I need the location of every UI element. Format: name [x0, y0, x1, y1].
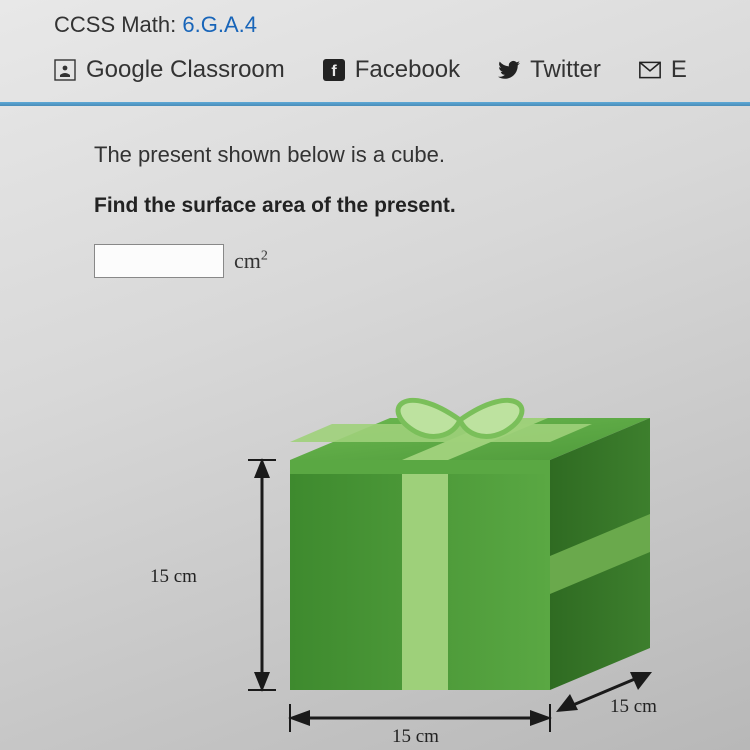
email-label: E: [671, 56, 687, 84]
problem-content: The present shown below is a cube. Find …: [0, 112, 750, 278]
email-icon: [639, 59, 661, 81]
facebook-button[interactable]: f Facebook: [323, 56, 460, 84]
svg-text:f: f: [331, 63, 337, 80]
cube-figure: 15 cm 15 cm 15 cm: [160, 370, 680, 740]
answer-input[interactable]: [94, 244, 224, 278]
twitter-label: Twitter: [530, 56, 601, 84]
share-bar: Google Classroom f Facebook Twitter E: [0, 52, 750, 102]
classroom-label: Google Classroom: [86, 56, 285, 84]
section-divider: [0, 102, 750, 106]
width-label: 15 cm: [392, 726, 439, 748]
answer-unit: cm2: [234, 248, 268, 274]
ccss-standard: CCSS Math: 6.G.A.4: [0, 0, 750, 52]
facebook-icon: f: [323, 59, 345, 81]
ccss-code-link[interactable]: 6.G.A.4: [182, 12, 257, 37]
email-button[interactable]: E: [639, 56, 687, 84]
classroom-icon: [54, 59, 76, 81]
problem-prompt: Find the surface area of the present.: [94, 194, 750, 218]
height-label: 15 cm: [150, 566, 197, 588]
google-classroom-button[interactable]: Google Classroom: [54, 56, 285, 84]
twitter-button[interactable]: Twitter: [498, 56, 601, 84]
depth-label: 15 cm: [610, 696, 657, 718]
answer-row: cm2: [94, 244, 750, 278]
ccss-prefix: CCSS Math:: [54, 12, 182, 37]
twitter-icon: [498, 59, 520, 81]
facebook-label: Facebook: [355, 56, 460, 84]
problem-intro: The present shown below is a cube.: [94, 142, 750, 168]
